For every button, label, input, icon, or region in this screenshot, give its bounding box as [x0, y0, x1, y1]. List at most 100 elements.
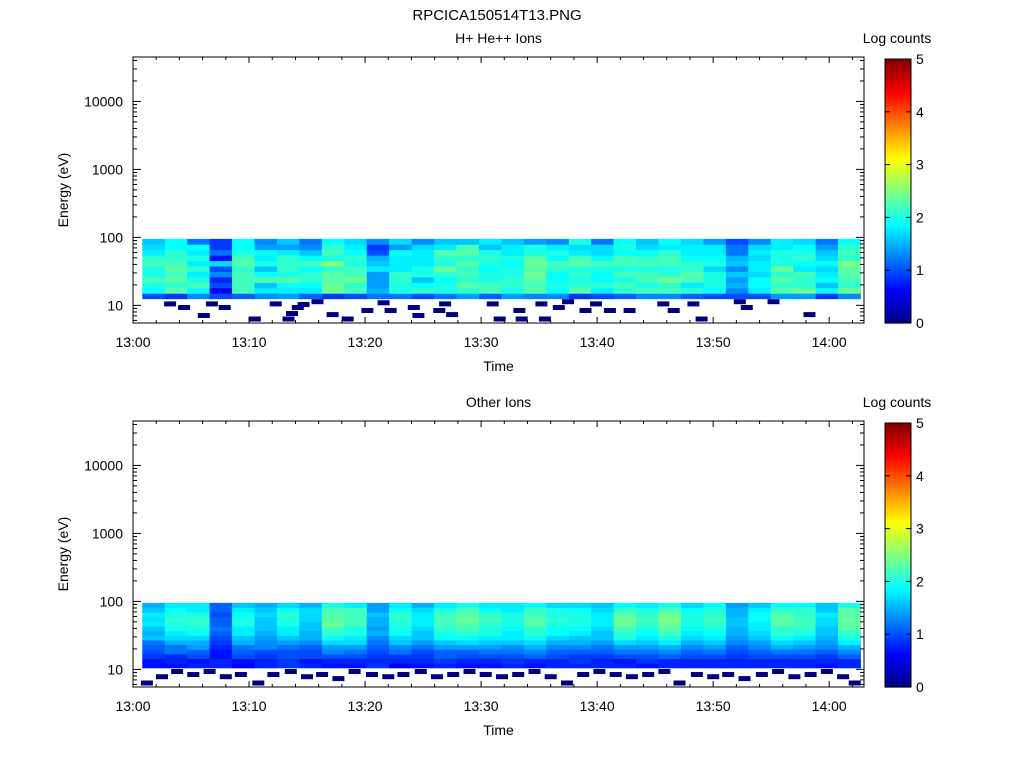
heatmap-cell [636, 276, 659, 283]
colorbar-swatch [885, 500, 911, 503]
x-axis-label: Time [483, 358, 514, 374]
heatmap-cell [680, 626, 704, 632]
low-energy-hit [248, 316, 261, 322]
heatmap-cell [658, 293, 682, 300]
heatmap-cell [142, 649, 166, 655]
colorbar-swatch [885, 301, 911, 304]
heatmap-cell [613, 621, 637, 627]
heatmap-cell [658, 255, 682, 262]
heatmap-cell [838, 602, 861, 608]
heatmap-cell [344, 626, 368, 632]
heatmap-cell [748, 626, 772, 632]
colorbar-swatch [885, 155, 911, 159]
heatmap-cell [164, 626, 188, 632]
heatmap-cell [434, 649, 457, 655]
heatmap-cell [793, 630, 817, 636]
heatmap-cell [591, 658, 615, 664]
low-energy-hit [544, 674, 557, 680]
low-energy-hit [658, 669, 671, 674]
heatmap-cell [232, 266, 255, 272]
heatmap-cell [501, 238, 525, 245]
heatmap-cell [389, 260, 413, 267]
heatmap-cell [456, 621, 480, 627]
colorbar-swatch [885, 478, 911, 481]
colorbar-swatch [885, 671, 911, 675]
heatmap-cell [658, 607, 682, 613]
low-energy-hit [341, 316, 354, 322]
heatmap-cell [770, 612, 794, 618]
colorbar-swatch [885, 89, 911, 93]
heatmap-cell [344, 630, 368, 636]
colorbar-tick-label: 2 [916, 209, 924, 225]
heatmap-cell [793, 271, 817, 278]
heatmap-cell [478, 255, 502, 262]
low-energy-hit [657, 301, 670, 307]
heatmap-cell [770, 249, 794, 256]
colorbar-swatch [885, 243, 911, 247]
heatmap-cell [793, 635, 817, 641]
heatmap-cell [254, 282, 278, 289]
heatmap-cell [725, 602, 749, 608]
heatmap-cell [680, 663, 704, 669]
colorbar-swatch [885, 594, 911, 598]
heatmap-cell [344, 282, 368, 289]
heatmap-cell [815, 626, 839, 632]
heatmap-cell [321, 658, 345, 664]
heatmap-cell [434, 271, 457, 278]
colorbar-swatch [885, 188, 911, 192]
colorbar-swatch [885, 640, 911, 644]
heatmap-cell [725, 630, 749, 636]
heatmap-cell [748, 266, 772, 272]
heatmap-cell [680, 630, 704, 636]
low-energy-hit [234, 672, 247, 677]
colorbar-swatch [885, 464, 911, 468]
heatmap-cell [725, 282, 749, 289]
heatmap-cell [501, 626, 525, 632]
heatmap-cell [838, 644, 861, 650]
heatmap-cell [703, 626, 727, 632]
heatmap-cell [164, 266, 188, 272]
colorbar-swatch [885, 279, 911, 282]
heatmap-cell [613, 616, 637, 622]
heatmap-cell [568, 663, 592, 669]
heatmap-cell [164, 276, 188, 283]
heatmap-cell [276, 621, 300, 627]
heatmap-cell [164, 602, 188, 608]
colorbar-swatch [885, 497, 911, 501]
heatmap-cell [299, 607, 323, 613]
colorbar-swatch [885, 629, 911, 633]
heatmap-cell [254, 653, 278, 660]
heatmap-cell [456, 626, 480, 632]
heatmap-cell [591, 255, 615, 262]
heatmap-cell [478, 658, 502, 664]
low-energy-hit [366, 672, 378, 677]
heatmap-cell [591, 616, 615, 622]
heatmap-cell [523, 293, 547, 300]
heatmap-cell [680, 649, 704, 655]
heatmap-cell [793, 649, 817, 655]
heatmap-cell [703, 653, 727, 660]
heatmap-cell [568, 271, 592, 278]
heatmap-cell [187, 602, 211, 608]
heatmap-cell [411, 653, 435, 660]
low-energy-hit [579, 308, 592, 313]
heatmap-cell [703, 249, 727, 256]
heatmap-cell [523, 635, 547, 641]
heatmap-cell [770, 244, 794, 251]
low-energy-hit [722, 672, 735, 677]
heatmap-cell [501, 602, 525, 608]
heatmap-cell [770, 649, 794, 655]
heatmap-cell [770, 266, 794, 272]
heatmap-cell [568, 266, 592, 272]
low-energy-hit [205, 301, 218, 307]
heatmap-cell [344, 260, 368, 267]
heatmap-cell [613, 602, 637, 608]
heatmap-cell [770, 282, 794, 289]
heatmap-cell [456, 653, 480, 660]
heatmap-cell [680, 658, 704, 664]
heatmap-cell [838, 663, 861, 669]
heatmap-cell [613, 282, 637, 289]
heatmap-cell [501, 293, 525, 300]
heatmap-cell [299, 255, 323, 262]
colorbar-swatch [885, 202, 911, 205]
